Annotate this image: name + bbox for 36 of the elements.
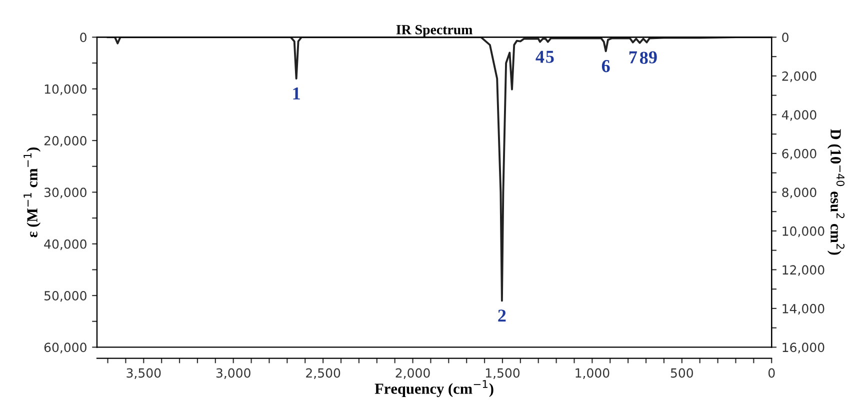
y-tick-label: 20,000 — [44, 136, 86, 147]
y-tick-label: 40,000 — [44, 239, 86, 250]
x-tick-label: 3,000 — [216, 368, 250, 379]
y2-tick-label: 14,000 — [782, 304, 824, 315]
x-tick-label: 1,500 — [486, 368, 520, 379]
x-tick-label: 3,500 — [126, 368, 161, 379]
annotation: 8 — [640, 52, 648, 64]
y2-tick-label: 10,000 — [782, 226, 824, 238]
annotation: 9 — [648, 51, 657, 64]
x-axis-title: Frequency (cm$^{−1}$) — [374, 380, 494, 398]
y-tick-label: 60,000 — [44, 342, 86, 354]
x-tick-label: 500 — [670, 368, 693, 378]
x-tick-label: 1,000 — [576, 368, 610, 379]
y2-tick-label: 4,000 — [782, 110, 816, 121]
annotation: 4 — [536, 50, 544, 63]
y2-tick-label: 16,000 — [782, 342, 824, 354]
y2-tick-label: 6,000 — [782, 148, 816, 160]
annotation: 5 — [546, 50, 554, 63]
y2-tick-label: 8,000 — [782, 188, 816, 198]
y2-tick-label: 0 — [782, 32, 788, 42]
annotation: 6 — [602, 60, 610, 72]
annotation: 7 — [629, 51, 637, 64]
chart-title: IR Spectrum — [396, 25, 472, 38]
y2-axis-title: D (10$^{−40}$ esu$^{2}$ cm$^{2}$) — [827, 129, 845, 255]
y-tick-label: 0 — [80, 32, 86, 42]
x-tick-label: 2,500 — [306, 368, 340, 379]
y-axis-title: ε (M$^{−1}$ cm$^{−1}$) — [24, 147, 41, 238]
x-tick-label: 0 — [768, 368, 775, 378]
annotation: 2 — [498, 310, 506, 322]
y2-tick-label: 2,000 — [782, 71, 816, 82]
y-tick-label: 10,000 — [44, 84, 86, 96]
y2-tick-label: 12,000 — [782, 265, 824, 276]
annotation: 1 — [293, 87, 300, 100]
y-tick-label: 30,000 — [44, 188, 86, 198]
x-tick-label: 2,000 — [396, 368, 430, 379]
y-tick-label: 50,000 — [44, 291, 86, 302]
